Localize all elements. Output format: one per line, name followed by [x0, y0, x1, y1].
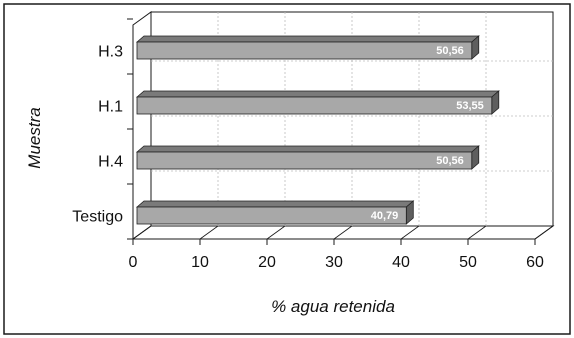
bar-front-face	[136, 151, 473, 170]
x-tick-label-3: 30	[325, 254, 343, 271]
floor-tick-3	[333, 225, 353, 240]
y-tick-label-1: H.4	[98, 154, 123, 171]
bar-front-face	[136, 206, 407, 225]
floor-tick-1	[199, 225, 219, 240]
bar-front-face	[136, 96, 493, 115]
bar-h-3	[135, 35, 480, 60]
data-label-3: 50,56	[436, 45, 464, 57]
data-label-1: 50,56	[436, 155, 464, 167]
bar-top-face	[135, 145, 480, 153]
bar-front-face	[136, 41, 473, 60]
x-tick-label-1: 10	[191, 254, 209, 271]
y-tick-label-0: Testigo	[72, 209, 123, 226]
x-axis-title: % agua retenida	[271, 297, 395, 316]
x-tick-label-6: 60	[526, 254, 544, 271]
bar-testigo	[135, 200, 415, 225]
y-tick-label-3: H.3	[98, 44, 123, 61]
y-axis-title: Muestra	[25, 107, 44, 168]
bar-top-face	[135, 35, 480, 43]
x-tick-label-2: 20	[258, 254, 276, 271]
floor-tick-2	[266, 225, 286, 240]
bars	[135, 35, 500, 225]
floor-tick-6	[534, 225, 554, 240]
floor-tick-4	[400, 225, 420, 240]
bar-top-face	[135, 90, 500, 98]
grid-lines	[127, 12, 554, 245]
bar-h-1	[135, 90, 500, 115]
x-tick-label-0: 0	[129, 254, 138, 271]
x-tick-label-5: 50	[459, 254, 477, 271]
floor-tick-5	[467, 225, 487, 240]
data-label-2: 53,55	[456, 100, 484, 112]
floor-tick-0	[132, 225, 152, 240]
bar-top-face	[135, 200, 415, 208]
bar-h-4	[135, 145, 480, 170]
data-label-0: 40,79	[371, 210, 399, 222]
labels: 0 10 20 30 40 50 60 40,79 Testigo 50,56 H.4 53,55 H.…	[72, 44, 544, 272]
outer-border	[3, 3, 571, 335]
y-tick-label-2: H.1	[98, 99, 123, 116]
x-tick-label-4: 40	[392, 254, 410, 271]
